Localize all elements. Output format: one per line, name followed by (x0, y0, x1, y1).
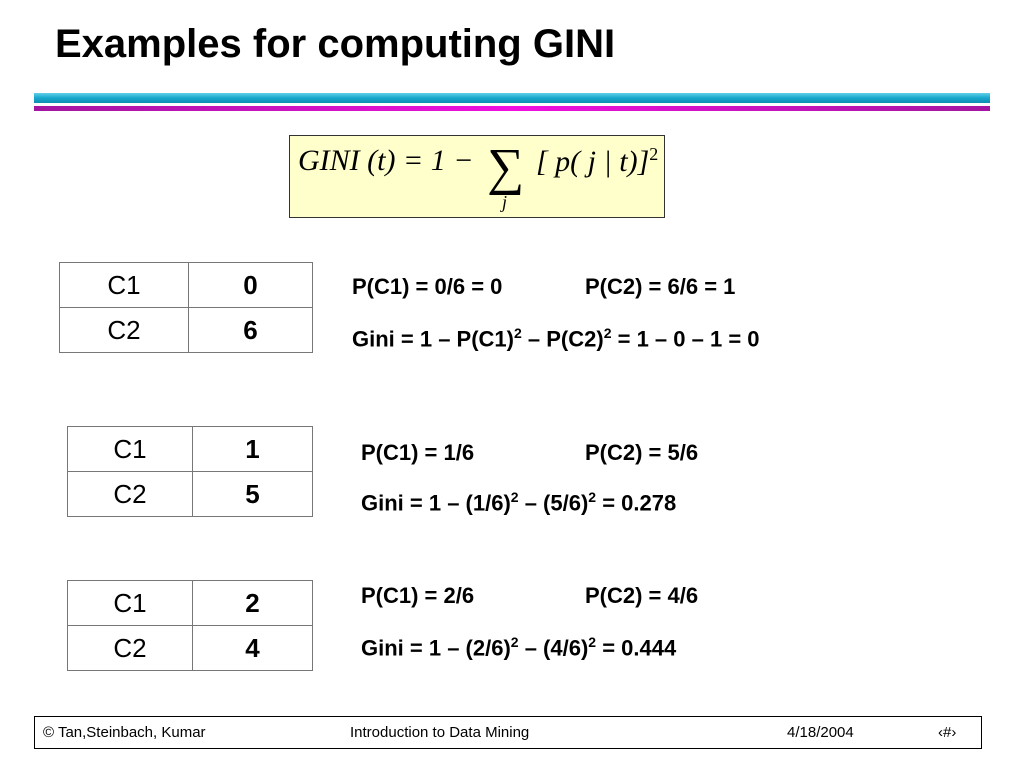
class-count: 1 (192, 426, 313, 472)
table-row: C2 5 (67, 471, 313, 517)
count-table-3: C1 2 C2 4 (67, 580, 313, 671)
p-c1: P(C1) = 1/6 (361, 440, 475, 465)
decorative-magenta-bar (34, 106, 990, 111)
class-count: 5 (192, 471, 313, 517)
class-count: 0 (188, 262, 313, 308)
table-row: C1 1 (67, 426, 313, 472)
count-table-2: C1 1 C2 5 (67, 426, 313, 517)
class-label: C2 (67, 625, 193, 671)
footer-date: 4/18/2004 (787, 724, 854, 741)
table-row: C2 6 (59, 307, 313, 353)
class-label: C1 (67, 426, 193, 472)
formula-lhs: GINI (t) = 1 − (298, 144, 474, 177)
class-label: C1 (59, 262, 189, 308)
class-count: 6 (188, 307, 313, 353)
slide-footer: © Tan,Steinbach, Kumar Introduction to D… (34, 716, 982, 749)
class-count: 4 (192, 625, 313, 671)
sum-index: j (502, 192, 508, 212)
gini-calc: Gini = 1 – P(C1)2 – P(C2)2 = 1 – 0 – 1 =… (352, 325, 760, 352)
gini-formula: GINI (t) = 1 − ∑ j [ p( j | t)]2 (289, 135, 665, 218)
p-c1: P(C1) = 2/6 (361, 583, 475, 608)
footer-course: Introduction to Data Mining (350, 724, 530, 741)
sum-symbol: ∑ (487, 139, 525, 196)
decorative-teal-bar (34, 93, 990, 103)
table-row: C2 4 (67, 625, 313, 671)
p-c1: P(C1) = 0/6 = 0 (352, 274, 503, 299)
class-count: 2 (192, 580, 313, 626)
table-row: C1 2 (67, 580, 313, 626)
footer-page-number: ‹#› (938, 724, 957, 741)
count-table-1: C1 0 C2 6 (59, 262, 313, 353)
p-c2: P(C2) = 5/6 (585, 440, 699, 465)
formula-exponent: 2 (649, 144, 659, 164)
formula-rhs: [ p( j | t)]2 (536, 144, 658, 179)
class-label: C1 (67, 580, 193, 626)
formula-bracket: [ p( j | t)] (536, 145, 650, 178)
p-c2: P(C2) = 4/6 (585, 583, 699, 608)
slide-title: Examples for computing GINI (55, 22, 616, 66)
gini-calc: Gini = 1 – (2/6)2 – (4/6)2 = 0.444 (361, 634, 677, 661)
class-label: C2 (59, 307, 189, 353)
table-row: C1 0 (59, 262, 313, 308)
footer-authors: © Tan,Steinbach, Kumar (43, 724, 206, 741)
class-label: C2 (67, 471, 193, 517)
p-c2: P(C2) = 6/6 = 1 (585, 274, 736, 299)
gini-calc: Gini = 1 – (1/6)2 – (5/6)2 = 0.278 (361, 489, 677, 516)
